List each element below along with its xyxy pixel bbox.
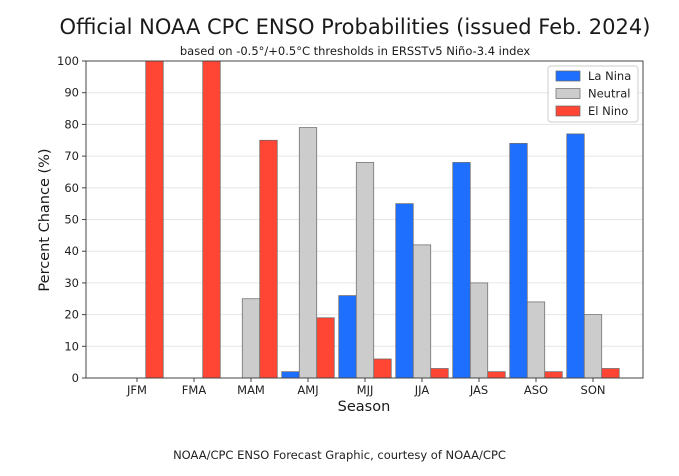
legend-swatch-la-nina — [555, 70, 581, 82]
bar-neutral-aso — [526, 301, 546, 379]
y-tick-label: 0 — [72, 371, 79, 385]
y-axis-label: Percent Chance (%) — [37, 148, 53, 291]
y-tick-label: 10 — [64, 339, 79, 353]
x-tick-label: FMA — [182, 383, 207, 397]
y-tick-label: 20 — [64, 308, 79, 322]
bar-neutral-jas — [469, 282, 489, 379]
y-tick-label: 70 — [64, 149, 79, 163]
bar-el-nino-jja — [430, 368, 449, 379]
x-tick-label: JFM — [126, 383, 147, 397]
y-tick-label: 60 — [64, 181, 79, 195]
y-tick-label: 50 — [64, 213, 79, 227]
bar-neutral-son — [583, 314, 603, 379]
chart-title: Official NOAA CPC ENSO Probabilities (is… — [60, 15, 651, 39]
y-axis-ticks: 0 10 20 30 40 50 60 70 80 90 100 — [57, 54, 86, 385]
bar-la-nina-jas — [452, 162, 471, 379]
x-tick-label: AMJ — [297, 383, 318, 397]
x-tick-label: MJJ — [357, 383, 374, 397]
bar-neutral-jja — [412, 244, 432, 379]
x-tick-label: ASO — [524, 383, 548, 397]
y-tick-label: 100 — [57, 54, 79, 68]
bar-la-nina-jja — [395, 203, 414, 379]
bar-el-nino-mjj — [373, 358, 392, 379]
x-axis-label: Season — [338, 399, 391, 415]
bar-el-nino-mam — [259, 139, 278, 379]
x-tick-label: MAM — [237, 383, 265, 397]
bar-el-nino-jas — [487, 371, 506, 379]
bar-neutral-mjj — [355, 162, 375, 379]
bar-el-nino-fma — [202, 60, 221, 379]
x-tick-label: JAS — [469, 383, 488, 397]
bar-la-nina-son — [566, 133, 585, 379]
legend-label-neutral: Neutral — [588, 87, 630, 101]
bar-el-nino-son — [601, 368, 620, 379]
bar-el-nino-amj — [316, 317, 335, 379]
legend-swatch-neutral — [555, 88, 581, 99]
x-tick-label: SON — [581, 383, 606, 397]
y-tick-label: 90 — [64, 86, 79, 100]
bar-el-nino-jfm — [145, 60, 164, 379]
footer-credit: NOAA/CPC ENSO Forecast Graphic, courtesy… — [173, 448, 506, 462]
bar-la-nina-amj — [281, 371, 300, 379]
y-tick-label: 80 — [64, 117, 79, 131]
chart-subtitle: based on -0.5°/+0.5°C thresholds in ERSS… — [180, 44, 530, 58]
bar-el-nino-aso — [544, 371, 563, 379]
bar-la-nina-aso — [509, 143, 528, 379]
legend-label-el-nino: El Nino — [588, 104, 628, 118]
y-tick-label: 30 — [64, 276, 79, 290]
bar-neutral-mam — [241, 298, 261, 379]
bar-neutral-amj — [298, 127, 318, 379]
x-axis-ticks: JFM FMA MAM AMJ MJJ JJA JAS ASO SON — [126, 378, 605, 397]
bar-la-nina-mjj — [338, 295, 357, 379]
legend: La Nina Neutral El Nino — [547, 65, 639, 123]
y-tick-label: 40 — [64, 244, 79, 258]
x-tick-label: JJA — [414, 383, 430, 397]
legend-swatch-el-nino — [555, 105, 581, 117]
legend-label-la-nina: La Nina — [588, 69, 631, 83]
